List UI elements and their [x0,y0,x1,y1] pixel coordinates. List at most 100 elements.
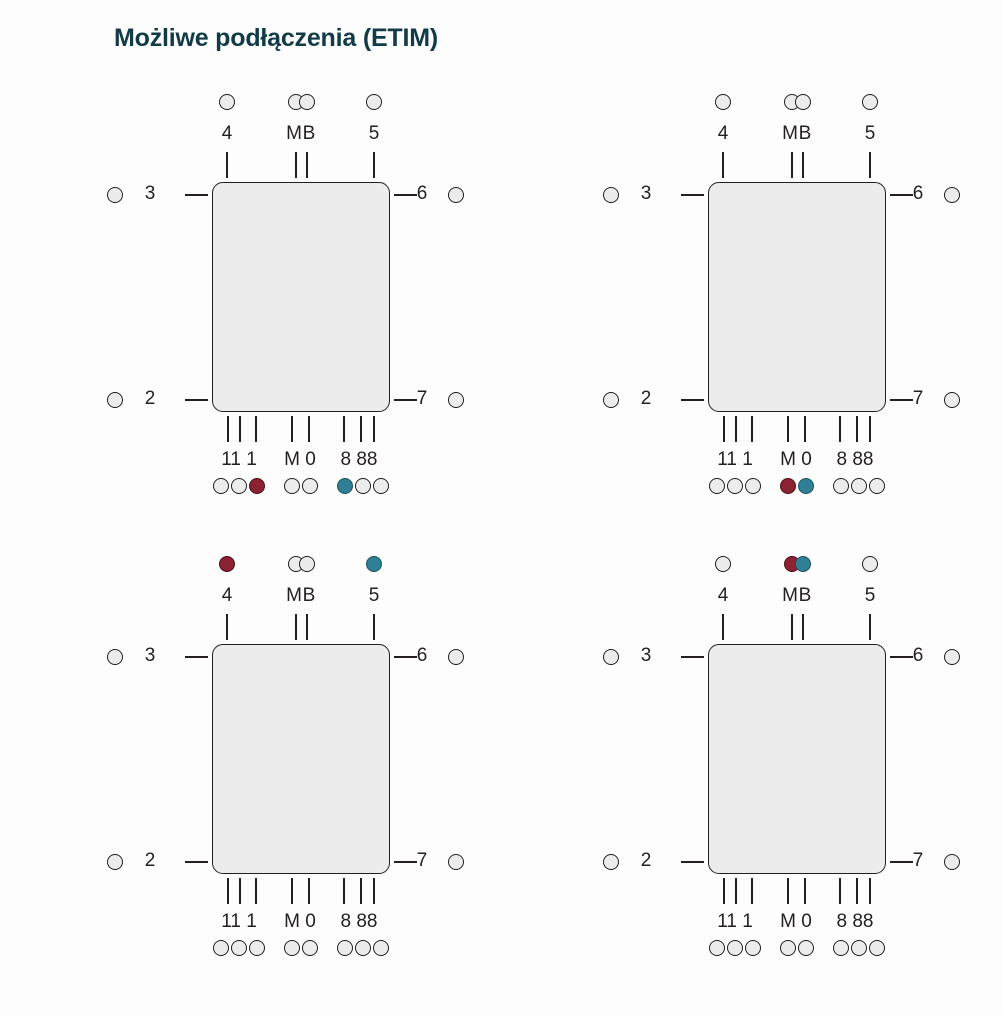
right-connection-node-2[interactable] [944,392,960,408]
bottom-connection-node-4[interactable] [284,940,300,956]
left-connection-node-1[interactable] [603,649,619,665]
left-connection-node-2[interactable] [603,854,619,870]
left-pin-label-2: 2 [640,388,652,409]
bottom-connection-node-7[interactable] [851,478,867,494]
right-connection-node-2[interactable] [944,854,960,870]
bottom-terminal-stub-3 [255,878,257,904]
top-terminal-stub-3 [306,152,308,178]
top-pin-label-4: 4 [717,585,729,606]
bottom-terminal-stub-7 [360,416,362,442]
left-connection-node-1[interactable] [107,187,123,203]
bottom-connection-node-4[interactable] [780,478,796,494]
device-body-box[interactable] [212,644,390,874]
right-connection-node-1[interactable] [944,187,960,203]
left-terminal-stub-1 [185,194,208,196]
top-pin-label-M: M [782,585,798,606]
bottom-connection-node-6[interactable] [337,478,353,494]
device-body-box[interactable] [212,182,390,412]
top-connection-node-1[interactable] [715,556,731,572]
bottom-connection-node-6[interactable] [833,940,849,956]
bottom-connection-node-5[interactable] [798,940,814,956]
left-connection-node-1[interactable] [107,649,123,665]
bottom-connection-node-4[interactable] [780,940,796,956]
top-connection-node-4[interactable] [366,556,382,572]
top-pin-label-5: 5 [368,123,380,144]
bottom-connection-node-5[interactable] [302,478,318,494]
connection-diagram-2: 4 M B 5 3 2 6 7 11 1 M 0 8 88 [496,72,992,534]
bottom-connection-node-7[interactable] [851,940,867,956]
bottom-connection-node-6[interactable] [833,478,849,494]
bottom-connection-node-2[interactable] [231,940,247,956]
right-connection-node-1[interactable] [448,187,464,203]
top-terminal-stub-1 [722,614,724,640]
bottom-connection-node-2[interactable] [231,478,247,494]
bottom-connection-node-1[interactable] [213,478,229,494]
bottom-connection-node-3[interactable] [745,940,761,956]
top-connection-node-3[interactable] [299,556,315,572]
device-body-box[interactable] [708,644,886,874]
left-connection-node-2[interactable] [107,392,123,408]
bottom-connection-node-1[interactable] [709,478,725,494]
right-connection-node-2[interactable] [448,854,464,870]
top-connection-node-1[interactable] [219,556,235,572]
bottom-pin-label-group-3: 8 88 [340,911,378,932]
top-connection-node-4[interactable] [862,94,878,110]
bottom-connection-node-3[interactable] [745,478,761,494]
left-connection-node-2[interactable] [603,392,619,408]
bottom-terminal-stub-8 [373,416,375,442]
bottom-connection-node-1[interactable] [709,940,725,956]
bottom-connection-node-8[interactable] [373,478,389,494]
device-body-box[interactable] [708,182,886,412]
left-pin-label-2: 2 [144,388,156,409]
top-pin-label-M: M [286,123,302,144]
top-connection-node-3[interactable] [795,556,811,572]
right-connection-node-1[interactable] [944,649,960,665]
bottom-terminal-stub-7 [856,878,858,904]
bottom-connection-node-3[interactable] [249,478,265,494]
top-connection-node-4[interactable] [862,556,878,572]
bottom-connection-node-4[interactable] [284,478,300,494]
left-terminal-stub-1 [681,656,704,658]
left-pin-label-3: 3 [144,645,156,666]
bottom-connection-node-5[interactable] [798,478,814,494]
bottom-connection-node-3[interactable] [249,940,265,956]
bottom-connection-node-1[interactable] [213,940,229,956]
top-terminal-stub-4 [869,152,871,178]
right-connection-node-2[interactable] [448,392,464,408]
right-pin-label-7: 7 [912,388,924,409]
top-connection-node-3[interactable] [795,94,811,110]
bottom-pin-label-group-2: M 0 [284,449,316,470]
left-connection-node-1[interactable] [603,187,619,203]
top-connection-node-3[interactable] [299,94,315,110]
bottom-connection-node-7[interactable] [355,478,371,494]
left-connection-node-2[interactable] [107,854,123,870]
bottom-connection-node-6[interactable] [337,940,353,956]
left-terminal-stub-1 [681,194,704,196]
left-terminal-stub-2 [681,399,704,401]
top-connection-node-4[interactable] [366,94,382,110]
bottom-connection-node-8[interactable] [869,940,885,956]
right-connection-node-1[interactable] [448,649,464,665]
bottom-connection-node-8[interactable] [869,478,885,494]
right-pin-label-7: 7 [416,388,428,409]
bottom-terminal-stub-3 [255,416,257,442]
top-terminal-stub-1 [226,152,228,178]
bottom-terminal-stub-5 [308,878,310,904]
top-pin-label-5: 5 [864,123,876,144]
left-pin-label-3: 3 [144,183,156,204]
bottom-connection-node-8[interactable] [373,940,389,956]
bottom-terminal-stub-6 [343,878,345,904]
top-connection-node-1[interactable] [715,94,731,110]
bottom-connection-node-7[interactable] [355,940,371,956]
bottom-pin-label-group-2: M 0 [780,449,812,470]
bottom-terminal-stub-6 [839,416,841,442]
bottom-pin-label-group-1: 11 1 [221,911,257,932]
bottom-connection-node-2[interactable] [727,478,743,494]
top-connection-node-1[interactable] [219,94,235,110]
bottom-connection-node-5[interactable] [302,940,318,956]
bottom-connection-node-2[interactable] [727,940,743,956]
left-terminal-stub-2 [185,861,208,863]
top-pin-label-B: B [798,585,812,606]
right-terminal-stub-1 [394,194,417,196]
right-terminal-stub-2 [394,399,417,401]
